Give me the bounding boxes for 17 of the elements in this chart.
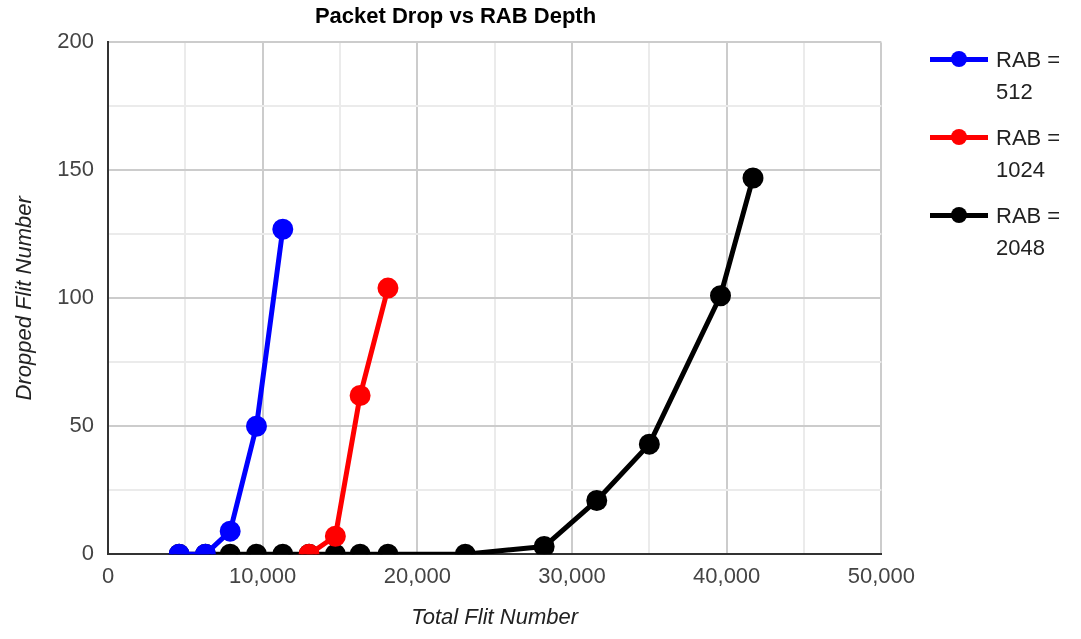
x-tick-label: 0 bbox=[101, 563, 115, 589]
x-tick-label: 20,000 bbox=[383, 563, 451, 589]
y-tick-label: 50 bbox=[69, 412, 94, 438]
legend-label: RAB = 512 bbox=[996, 46, 1062, 106]
y-tick-label: 0 bbox=[81, 540, 94, 566]
x-axis-title: Total Flit Number bbox=[411, 603, 580, 629]
x-tick-label: 10,000 bbox=[229, 563, 297, 589]
legend-label: RAB = 2048 bbox=[996, 202, 1062, 262]
legend-label: RAB = 1024 bbox=[996, 124, 1062, 184]
x-tick-label: 50,000 bbox=[847, 563, 915, 589]
y-tick-label: 150 bbox=[57, 156, 94, 182]
y-tick-label: 200 bbox=[57, 28, 94, 54]
chart-title: Packet Drop vs RAB Depth bbox=[314, 3, 597, 29]
y-tick-label: 100 bbox=[57, 284, 94, 310]
y-axis-title: Dropped Flit Number bbox=[11, 194, 37, 401]
x-tick-label: 40,000 bbox=[693, 563, 761, 589]
x-tick-label: 30,000 bbox=[538, 563, 606, 589]
